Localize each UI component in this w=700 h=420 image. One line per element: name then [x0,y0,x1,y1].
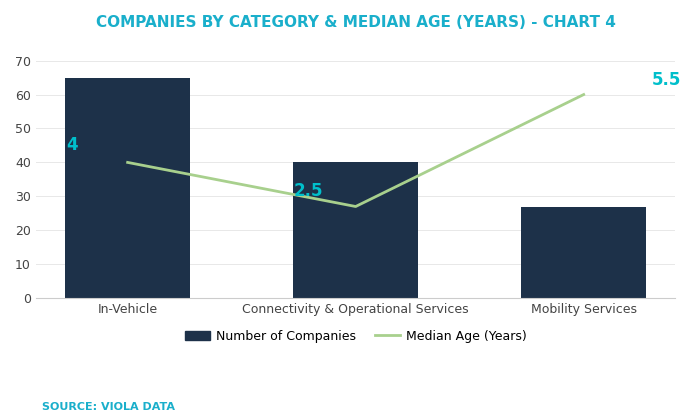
Text: 5.5: 5.5 [652,71,682,89]
Text: 4: 4 [66,136,78,154]
Bar [65,78,190,298]
Bar [293,163,419,298]
Text: 2.5: 2.5 [294,182,323,200]
Legend: Number of Companies, Median Age (Years): Number of Companies, Median Age (Years) [180,325,532,348]
Title: COMPANIES BY CATEGORY & MEDIAN AGE (YEARS) - CHART 4: COMPANIES BY CATEGORY & MEDIAN AGE (YEAR… [96,15,615,30]
Bar [521,207,646,298]
Text: SOURCE: VIOLA DATA: SOURCE: VIOLA DATA [42,402,175,412]
